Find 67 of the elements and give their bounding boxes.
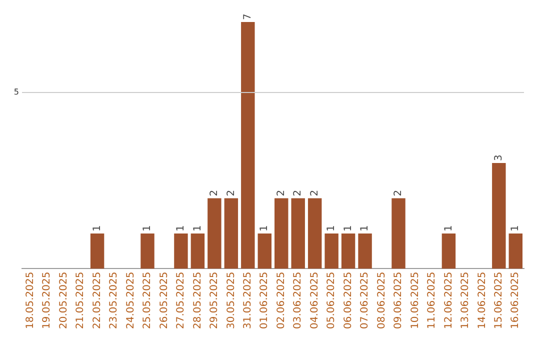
data-label: 1 — [92, 225, 103, 232]
bar — [208, 198, 222, 269]
x-tick-label: 05.06.2025 — [326, 272, 338, 330]
x-tick-label: 25.05.2025 — [142, 272, 154, 330]
bar — [274, 198, 288, 269]
x-tick-label: 11.06.2025 — [426, 272, 438, 330]
data-label: 2 — [226, 190, 237, 196]
x-tick-label: 28.05.2025 — [192, 272, 204, 330]
bar — [241, 22, 255, 269]
bar — [291, 198, 305, 269]
x-tick-label: 21.05.2025 — [75, 272, 86, 330]
data-label: 2 — [292, 190, 304, 196]
x-tick-label: 19.05.2025 — [42, 272, 53, 330]
x-tick-label: 29.05.2025 — [209, 272, 220, 330]
x-tick-label: 27.05.2025 — [176, 272, 187, 330]
x-tick-label: 22.05.2025 — [92, 272, 103, 330]
x-tick-label: 16.06.2025 — [510, 272, 522, 330]
x-tick-label: 12.06.2025 — [443, 272, 454, 330]
bar — [90, 233, 104, 269]
bar — [492, 162, 506, 269]
data-label: 3 — [493, 154, 504, 161]
data-label: 1 — [176, 225, 187, 232]
x-tick-label: 03.06.2025 — [292, 272, 304, 330]
x-tick-label: 09.06.2025 — [393, 272, 404, 330]
x-tick-label: 07.06.2025 — [360, 272, 371, 330]
x-tick-label: 23.05.2025 — [108, 272, 120, 330]
x-tick-label: 08.06.2025 — [376, 272, 388, 330]
data-label: 1 — [360, 225, 371, 232]
ref-line-label: 5 — [14, 88, 19, 97]
data-label: 2 — [276, 190, 287, 196]
x-tick-label: 01.06.2025 — [259, 272, 270, 330]
data-label: 1 — [443, 225, 454, 232]
x-tick-label: 14.06.2025 — [476, 272, 488, 330]
x-tick-label: 30.05.2025 — [226, 272, 237, 330]
data-label: 7 — [242, 14, 254, 20]
bar — [508, 233, 522, 269]
data-label: 2 — [309, 190, 320, 196]
data-label: 1 — [192, 225, 204, 232]
bar — [358, 233, 372, 269]
bar — [224, 198, 238, 269]
x-tick-label: 06.06.2025 — [342, 272, 354, 330]
x-tick-label: 20.05.2025 — [58, 272, 70, 330]
x-tick-label: 24.05.2025 — [125, 272, 136, 330]
bar — [324, 233, 338, 269]
data-label: 1 — [510, 225, 522, 232]
x-tick-label: 10.06.2025 — [410, 272, 421, 330]
data-label: 1 — [259, 225, 270, 232]
data-label: 1 — [142, 225, 154, 232]
bar — [174, 233, 188, 269]
x-tick-label: 15.06.2025 — [493, 272, 504, 330]
bar — [442, 233, 456, 269]
x-tick-label: 02.06.2025 — [276, 272, 287, 330]
x-tick-label: 13.06.2025 — [460, 272, 472, 330]
data-label: 1 — [326, 225, 338, 232]
bar — [341, 233, 356, 269]
data-label: 1 — [342, 225, 354, 232]
x-tick-label: 04.06.2025 — [309, 272, 320, 330]
bar — [392, 198, 406, 269]
x-tick-label: 26.05.2025 — [158, 272, 170, 330]
bar — [190, 233, 205, 269]
data-label: 2 — [393, 190, 404, 196]
x-tick-label: 18.05.2025 — [24, 272, 36, 330]
x-tick-label: 31.05.2025 — [242, 272, 254, 330]
bar — [140, 233, 154, 269]
bar — [308, 198, 322, 269]
bar — [258, 233, 272, 269]
data-label: 2 — [209, 190, 220, 196]
